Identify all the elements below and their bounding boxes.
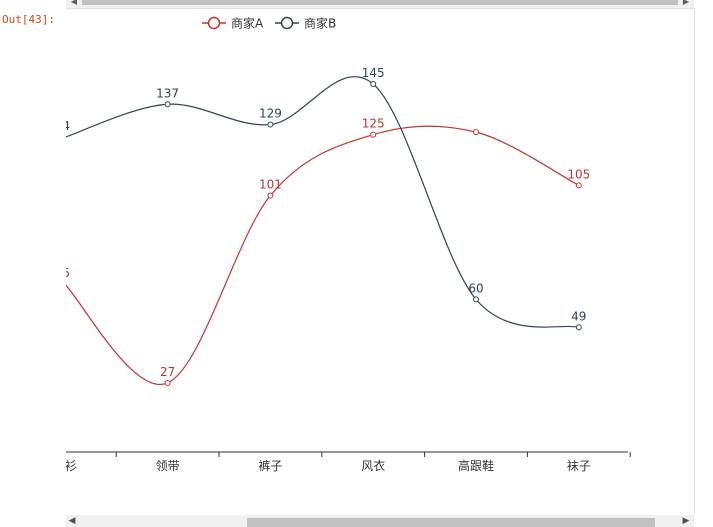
x-axis: 衬衫 领带 裤子 风衣 高跟鞋 袜子 bbox=[66, 451, 631, 473]
data-label: 49 bbox=[571, 309, 586, 323]
legend-label: 商家B bbox=[304, 16, 336, 31]
data-label: 129 bbox=[259, 107, 282, 121]
line-chart: 衬衫 领带 裤子 风衣 高跟鞋 袜子 商家A 商家B 27 101 125 105 5 137 129 145… bbox=[66, 16, 631, 473]
data-point[interactable] bbox=[164, 101, 171, 108]
scroll-left-arrow-icon[interactable]: ◀ bbox=[70, 0, 78, 6]
data-point[interactable] bbox=[267, 192, 274, 199]
series-line bbox=[66, 76, 579, 328]
x-tick-label: 高跟鞋 bbox=[458, 458, 494, 473]
scroll-left-arrow-icon[interactable]: ◀ bbox=[68, 516, 76, 526]
legend[interactable]: 商家A 商家B bbox=[202, 16, 336, 31]
cell-right-border bbox=[694, 8, 695, 515]
x-tick-label: 袜子 bbox=[567, 459, 591, 473]
data-label: 145 bbox=[362, 66, 385, 80]
data-label: 137 bbox=[156, 86, 179, 100]
data-label: 5 bbox=[66, 266, 70, 280]
legend-circle-icon bbox=[207, 16, 221, 30]
data-label: 105 bbox=[567, 167, 590, 181]
legend-item[interactable]: 商家B bbox=[275, 16, 336, 31]
series-商家B: 137 129 145 60 49 4 bbox=[66, 66, 586, 331]
bottom-horizontal-scrollbar[interactable]: ◀ ▶ bbox=[66, 515, 694, 527]
bottom-scroll-thumb[interactable] bbox=[247, 518, 655, 527]
x-tick-label: 裤子 bbox=[258, 459, 282, 473]
data-point[interactable] bbox=[473, 296, 479, 303]
x-tick-label: 衬衫 bbox=[66, 459, 77, 473]
x-tick-label: 风衣 bbox=[361, 458, 385, 473]
chart-viewport: 衬衫 领带 裤子 风衣 高跟鞋 袜子 商家A 商家B 27 101 125 105 5 137 129 145… bbox=[66, 0, 694, 515]
data-label: 125 bbox=[362, 117, 385, 131]
data-point[interactable] bbox=[370, 81, 377, 87]
top-scroll-thumb[interactable] bbox=[82, 0, 678, 5]
legend-circle-icon bbox=[280, 16, 294, 30]
top-horizontal-scrollbar[interactable]: ◀ ▶ bbox=[66, 0, 694, 9]
data-label: 60 bbox=[468, 281, 483, 295]
data-label: 27 bbox=[160, 365, 175, 379]
data-point[interactable] bbox=[267, 121, 274, 128]
x-tick-label: 领带 bbox=[156, 459, 180, 473]
data-point[interactable] bbox=[473, 129, 479, 136]
data-label: 4 bbox=[66, 119, 70, 133]
data-point[interactable] bbox=[575, 182, 582, 189]
scroll-right-arrow-icon[interactable]: ▶ bbox=[682, 516, 690, 526]
data-point[interactable] bbox=[370, 131, 377, 138]
data-label: 101 bbox=[259, 177, 282, 191]
scroll-right-arrow-icon[interactable]: ▶ bbox=[682, 0, 690, 6]
series-line bbox=[66, 125, 580, 386]
output-prompt: Out[43]: bbox=[2, 13, 55, 26]
legend-label: 商家A bbox=[231, 16, 264, 31]
data-point[interactable] bbox=[575, 324, 582, 331]
data-point[interactable] bbox=[164, 380, 171, 386]
right-gutter bbox=[695, 0, 713, 527]
series-商家A: 27 101 125 105 5 bbox=[66, 117, 590, 386]
legend-item[interactable]: 商家A bbox=[202, 16, 264, 31]
